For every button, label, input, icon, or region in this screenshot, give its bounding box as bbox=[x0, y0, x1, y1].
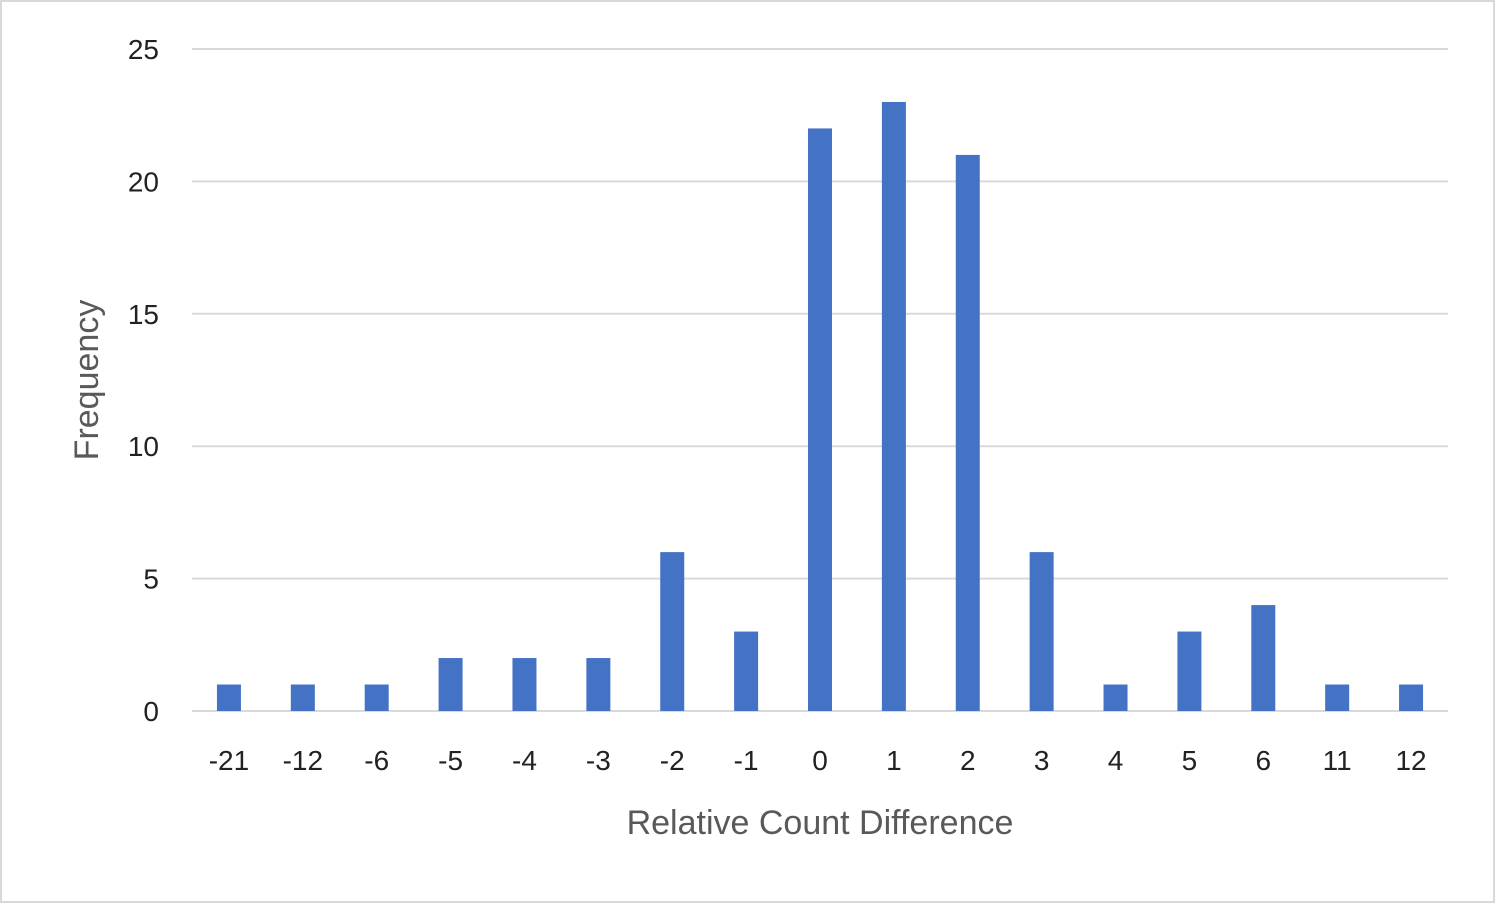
x-tick-label: -2 bbox=[660, 745, 685, 776]
x-tick-label: 2 bbox=[960, 745, 976, 776]
bar--6 bbox=[364, 684, 389, 711]
y-axis-title: Frequency bbox=[68, 300, 106, 461]
bar-0 bbox=[808, 128, 832, 711]
x-tick-label: 6 bbox=[1256, 745, 1272, 776]
x-tick-label: -12 bbox=[283, 745, 323, 776]
x-tick-label: 1 bbox=[886, 745, 902, 776]
bar-12 bbox=[1399, 684, 1424, 711]
bar--21 bbox=[216, 684, 241, 711]
bar-4 bbox=[1103, 684, 1128, 711]
x-tick-label: 12 bbox=[1395, 745, 1426, 776]
x-tick-label: -5 bbox=[438, 745, 463, 776]
bar-2 bbox=[955, 154, 980, 712]
x-tick-label: 11 bbox=[1323, 745, 1352, 776]
x-axis-title: Relative Count Difference bbox=[627, 804, 1014, 842]
x-tick-label: 4 bbox=[1108, 745, 1124, 776]
y-tick-label: 10 bbox=[128, 431, 159, 462]
bar-1 bbox=[881, 101, 906, 711]
bar--3 bbox=[586, 658, 611, 711]
bar-6 bbox=[1251, 605, 1276, 711]
y-tick-label: 0 bbox=[143, 696, 159, 727]
x-tick-label: 0 bbox=[812, 745, 828, 776]
y-tick-label: 15 bbox=[128, 299, 159, 330]
bars bbox=[216, 101, 1424, 712]
y-tick-label: 20 bbox=[128, 166, 159, 197]
x-tick-label: -6 bbox=[364, 745, 389, 776]
bar--4 bbox=[512, 658, 537, 711]
bar-3 bbox=[1029, 552, 1054, 711]
bar--1 bbox=[734, 631, 759, 711]
x-tick-label: 5 bbox=[1182, 745, 1198, 776]
y-tick-label: 25 bbox=[128, 34, 159, 65]
bar-5 bbox=[1177, 631, 1202, 711]
y-axis-ticks: 0 5 10 15 20 25 bbox=[128, 34, 159, 727]
bar--5 bbox=[438, 658, 463, 711]
bar--12 bbox=[290, 684, 315, 711]
x-tick-label: -3 bbox=[586, 745, 611, 776]
x-tick-label: -21 bbox=[209, 745, 249, 776]
bar--2 bbox=[660, 552, 685, 711]
x-axis-ticks: -21 -12 -6 -5 -4 -3 -2 -1 0 1 2 3 4 5 6 11 12 bbox=[209, 745, 1427, 776]
x-tick-label: -4 bbox=[512, 745, 537, 776]
bar-11 bbox=[1325, 684, 1350, 711]
x-tick-label: 3 bbox=[1034, 745, 1050, 776]
x-tick-label: -1 bbox=[734, 745, 759, 776]
y-tick-label: 5 bbox=[143, 564, 159, 595]
